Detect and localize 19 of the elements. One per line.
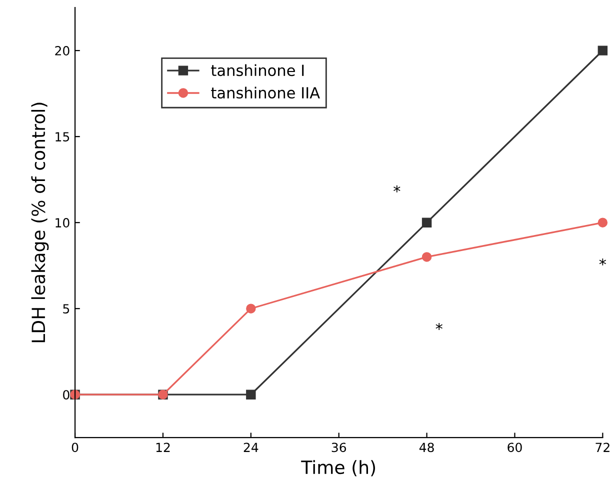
annotation: * xyxy=(436,322,442,330)
y-tick-label: 0 xyxy=(63,390,70,400)
y-tick-label: 5 xyxy=(63,304,70,314)
y-tick-label: 20 xyxy=(55,46,70,56)
x-tick-label: 36 xyxy=(332,442,346,452)
legend-label: tanshinone I xyxy=(211,64,304,76)
y-tick-label: 15 xyxy=(56,132,70,142)
x-tick-label: 12 xyxy=(156,442,170,452)
annotation: * xyxy=(599,258,606,266)
y-axis-title: LDH leakage (% of control) xyxy=(31,102,49,342)
x-tick-label: 0 xyxy=(72,442,78,452)
x-tick-label: 48 xyxy=(419,442,434,452)
annotation: * xyxy=(394,185,400,192)
x-axis-title: Time (h) xyxy=(301,460,376,476)
x-tick-label: 72 xyxy=(596,442,610,452)
y-tick-label: 10 xyxy=(56,218,70,228)
x-tick-label: 24 xyxy=(244,442,258,452)
legend-label: tanshinone IIA xyxy=(211,86,320,99)
x-tick-label: 60 xyxy=(508,442,522,452)
